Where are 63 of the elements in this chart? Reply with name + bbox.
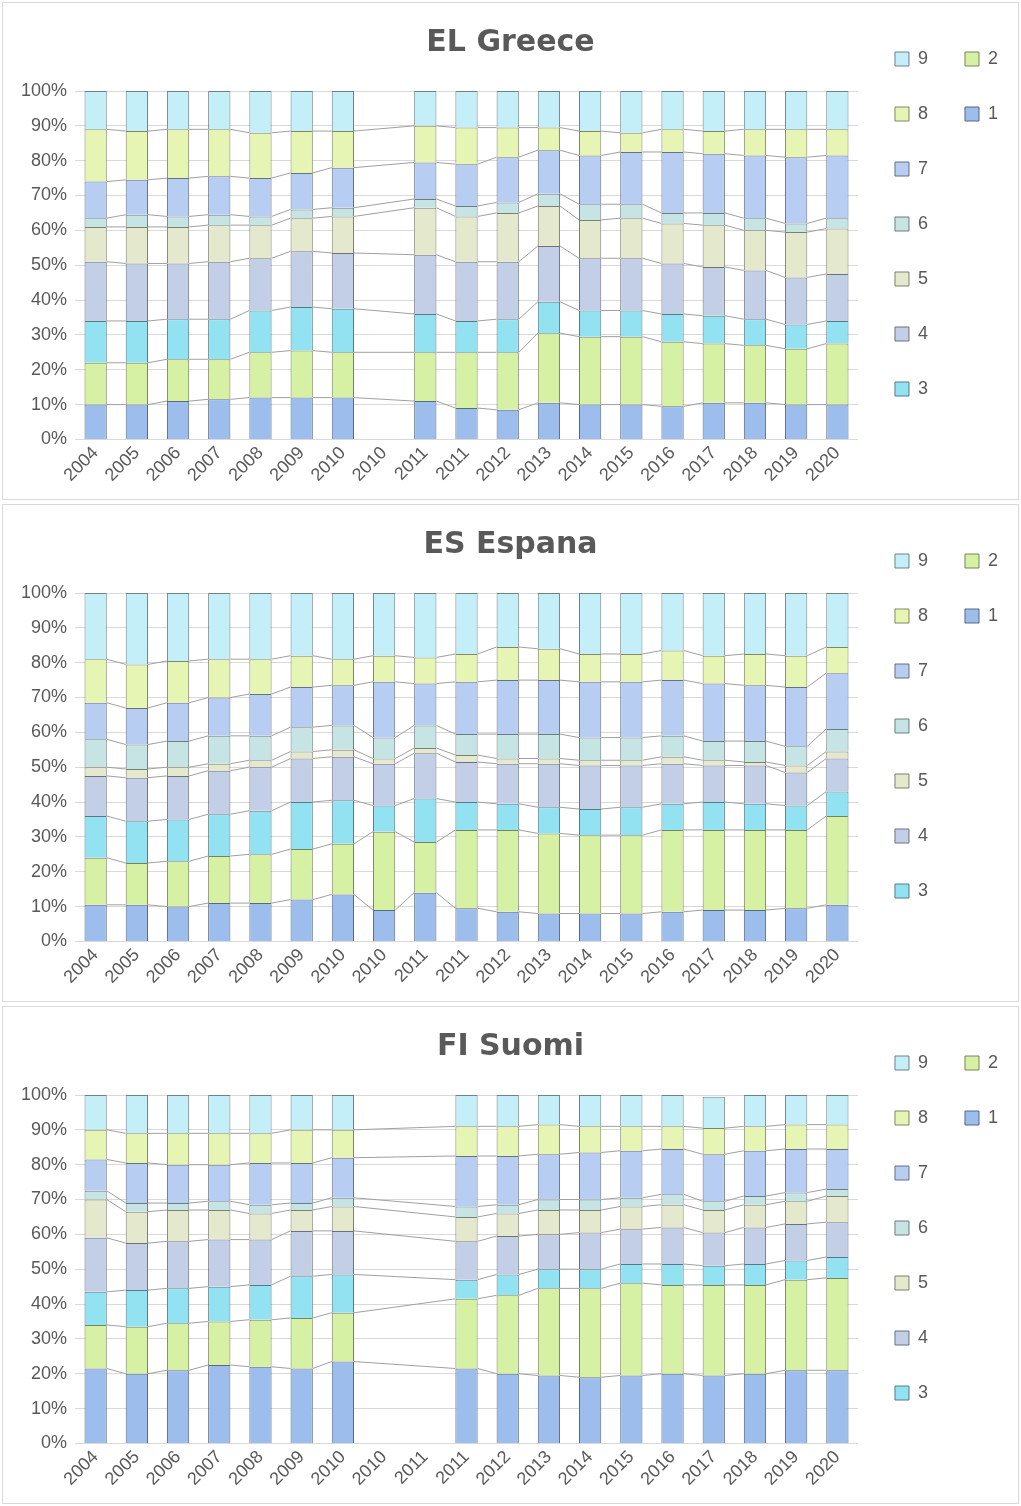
y-tick-label: 0% (41, 428, 68, 449)
legend-label: 8 (917, 1106, 928, 1127)
y-tick-label: 100% (20, 1083, 68, 1104)
y-tick-label: 40% (31, 1293, 68, 1314)
y-tick-label: 90% (31, 616, 68, 637)
y-tick-label: 0% (41, 1432, 68, 1453)
legend-label: 5 (917, 267, 928, 288)
y-tick-label: 90% (31, 114, 68, 135)
y-tick-label: 80% (31, 1153, 68, 1174)
y-tick-label: 100% (20, 581, 68, 602)
y-tick-label: 50% (31, 254, 68, 275)
y-tick-label: 10% (31, 1397, 68, 1418)
y-tick-label: 30% (31, 1327, 68, 1348)
y-tick-label: 60% (31, 1223, 68, 1244)
y-tick-label: 70% (31, 184, 68, 205)
y-tick-label: 10% (31, 895, 68, 916)
legend-label: 6 (917, 212, 928, 233)
legend-label: 2 (987, 1051, 998, 1072)
y-tick-label: 30% (31, 323, 68, 344)
y-tick-label: 20% (31, 860, 68, 881)
y-tick-label: 10% (31, 393, 68, 414)
legend-label: 9 (917, 549, 928, 570)
legend-label: 3 (917, 377, 928, 398)
y-tick-label: 100% (20, 79, 68, 100)
legend-label: 5 (917, 769, 928, 790)
y-tick-label: 40% (31, 289, 68, 310)
y-tick-label: 80% (31, 651, 68, 672)
legend-label: 7 (917, 659, 928, 680)
legend-label: 2 (987, 47, 998, 68)
y-tick-label: 30% (31, 825, 68, 846)
y-tick-label: 0% (41, 930, 68, 951)
legend-label: 7 (917, 157, 928, 178)
y-tick-label: 90% (31, 1118, 68, 1139)
legend-label: 5 (917, 1271, 928, 1292)
legend-label: 1 (987, 1106, 998, 1127)
chart-title: FI Suomi (436, 1026, 585, 1062)
legend-label: 1 (987, 102, 998, 123)
y-tick-label: 20% (31, 358, 68, 379)
legend-label: 9 (917, 1051, 928, 1072)
chart-title: ES Espana (423, 524, 598, 560)
y-tick-label: 80% (31, 149, 68, 170)
legend-label: 6 (917, 714, 928, 735)
legend-label: 3 (917, 1381, 928, 1402)
chart-title: EL Greece (426, 22, 595, 58)
legend-label: 8 (917, 604, 928, 625)
legend-label: 8 (917, 102, 928, 123)
y-tick-label: 70% (31, 1188, 68, 1209)
legend-label: 4 (917, 322, 928, 343)
legend-label: 6 (917, 1216, 928, 1237)
y-tick-label: 60% (31, 219, 68, 240)
legend-label: 9 (917, 47, 928, 68)
legend-label: 3 (917, 879, 928, 900)
legend-label: 7 (917, 1161, 928, 1182)
y-tick-label: 40% (31, 791, 68, 812)
y-tick-label: 50% (31, 1258, 68, 1279)
legend-label: 2 (987, 549, 998, 570)
y-tick-label: 70% (31, 686, 68, 707)
legend-label: 4 (917, 824, 928, 845)
legend-label: 4 (917, 1326, 928, 1347)
y-tick-label: 60% (31, 721, 68, 742)
y-tick-label: 50% (31, 756, 68, 777)
y-tick-label: 20% (31, 1362, 68, 1383)
legend-label: 1 (987, 604, 998, 625)
